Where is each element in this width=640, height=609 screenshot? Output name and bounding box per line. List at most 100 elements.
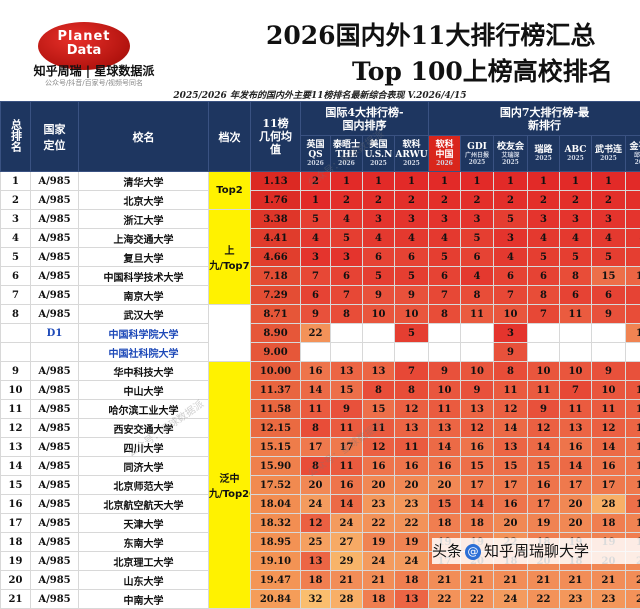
- ranking-value-cell: 4: [301, 229, 331, 248]
- ranking-value-cell: 21: [461, 571, 494, 590]
- university-name-cell: 清华大学: [79, 172, 209, 191]
- geo-mean-cell: 9.00: [251, 343, 301, 362]
- geo-mean-cell: 4.66: [251, 248, 301, 267]
- rank-cell: 14: [1, 457, 31, 476]
- ranking-value-cell: 1: [528, 172, 560, 191]
- header-avg-label: 11榜几何均值: [258, 117, 294, 156]
- ranking-value-cell: 5: [626, 248, 640, 267]
- ranking-value-cell: 5: [592, 248, 626, 267]
- column-header-name: 软科: [429, 140, 460, 150]
- ranking-value-cell: 9: [461, 381, 494, 400]
- header-region-label: 国家定位: [40, 121, 70, 153]
- ranking-value-cell: 13: [395, 419, 429, 438]
- geo-mean-cell: 18.32: [251, 514, 301, 533]
- ranking-value-cell: 2: [429, 191, 461, 210]
- ranking-value-cell: 3: [560, 210, 592, 229]
- ranking-value-cell: 22: [429, 590, 461, 609]
- ranking-value-cell: 5: [363, 267, 395, 286]
- ranking-value-cell: 16: [429, 457, 461, 476]
- ranking-value-cell: 21: [560, 571, 592, 590]
- geo-mean-cell: 7.29: [251, 286, 301, 305]
- ranking-value-cell: 7: [331, 286, 363, 305]
- tier-cell: [209, 305, 251, 362]
- header: Planet Data 知乎周瑞 | 星球数据派 公众号/抖音/百家号/视频号同…: [0, 0, 640, 96]
- university-name-cell: 复旦大学: [79, 248, 209, 267]
- ranking-value-cell: 20: [301, 476, 331, 495]
- ranking-value-cell: [560, 324, 592, 343]
- ranking-value-cell: 10: [429, 381, 461, 400]
- header-rank-label: 总排名: [8, 119, 24, 152]
- column-header-name: 软科: [395, 140, 428, 150]
- brand-name: 知乎周瑞 | 星球数据派: [14, 62, 174, 79]
- university-name-cell: 中国社科院大学: [79, 343, 209, 362]
- column-header-year: 2025: [592, 155, 625, 162]
- ranking-value-cell: 18: [301, 571, 331, 590]
- university-name-cell: 天津大学: [79, 514, 209, 533]
- ranking-value-cell: 24: [331, 514, 363, 533]
- ranking-value-cell: [592, 324, 626, 343]
- ranking-value-cell: 1: [494, 172, 528, 191]
- ranking-value-cell: 20: [429, 476, 461, 495]
- ranking-value-cell: 16: [626, 457, 640, 476]
- ranking-value-cell: 6: [395, 248, 429, 267]
- column-header-year: 2025: [528, 155, 559, 162]
- ranking-value-cell: 12: [461, 419, 494, 438]
- column-header-name: ABC: [560, 145, 591, 155]
- ranking-value-cell: 1: [626, 172, 640, 191]
- ranking-value-cell: 22: [461, 590, 494, 609]
- geo-mean-cell: 19.47: [251, 571, 301, 590]
- ranking-value-cell: 15: [363, 400, 395, 419]
- geo-mean-cell: 4.41: [251, 229, 301, 248]
- column-header-name2: 邱均平: [626, 152, 640, 159]
- geo-mean-cell: 19.10: [251, 552, 301, 571]
- ranking-value-cell: 2: [461, 191, 494, 210]
- ranking-value-cell: 21: [592, 571, 626, 590]
- rank-cell: [1, 343, 31, 362]
- ranking-value-cell: 17: [560, 476, 592, 495]
- ranking-value-cell: 11: [395, 438, 429, 457]
- ranking-value-cell: 24: [301, 495, 331, 514]
- ranking-value-cell: 20: [363, 476, 395, 495]
- logo-text-line2: Data: [38, 44, 130, 58]
- ranking-value-cell: 17: [592, 476, 626, 495]
- ranking-value-cell: [592, 343, 626, 362]
- column-header-name: 英国: [301, 140, 330, 150]
- region-cell: A/985: [31, 286, 79, 305]
- ranking-value-cell: 11: [301, 400, 331, 419]
- ranking-value-cell: 23: [560, 590, 592, 609]
- column-header-name: GDI: [461, 142, 493, 152]
- ranking-value-cell: 20: [560, 495, 592, 514]
- ranking-value-cell: 19: [626, 514, 640, 533]
- geo-mean-cell: 18.95: [251, 533, 301, 552]
- region-cell: A/985: [31, 362, 79, 381]
- column-header-year: 2025: [461, 159, 493, 166]
- ranking-value-cell: 25: [301, 533, 331, 552]
- region-cell: A/985: [31, 248, 79, 267]
- ranking-value-cell: 5: [494, 210, 528, 229]
- geo-mean-cell: 8.71: [251, 305, 301, 324]
- region-cell: A/985: [31, 571, 79, 590]
- ranking-value-cell: 15: [626, 495, 640, 514]
- geo-mean-cell: 10.00: [251, 362, 301, 381]
- ranking-value-cell: 3: [461, 210, 494, 229]
- ranking-value-cell: [528, 343, 560, 362]
- ranking-value-cell: 2: [331, 191, 363, 210]
- region-cell: A/985: [31, 210, 79, 229]
- ranking-value-cell: 7: [494, 286, 528, 305]
- ranking-value-cell: 6: [331, 267, 363, 286]
- ranking-value-cell: 1: [301, 191, 331, 210]
- ranking-value-cell: 3: [363, 210, 395, 229]
- ranking-value-cell: 4: [331, 210, 363, 229]
- university-name-cell: 武汉大学: [79, 305, 209, 324]
- ranking-value-cell: 1: [592, 172, 626, 191]
- ranking-value-cell: 5: [395, 324, 429, 343]
- ranking-value-cell: 3: [592, 210, 626, 229]
- geo-mean-cell: 15.15: [251, 438, 301, 457]
- column-header-year: 2025: [363, 160, 394, 167]
